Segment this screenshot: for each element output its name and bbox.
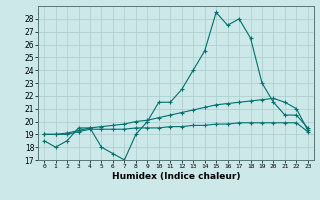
X-axis label: Humidex (Indice chaleur): Humidex (Indice chaleur) (112, 172, 240, 181)
